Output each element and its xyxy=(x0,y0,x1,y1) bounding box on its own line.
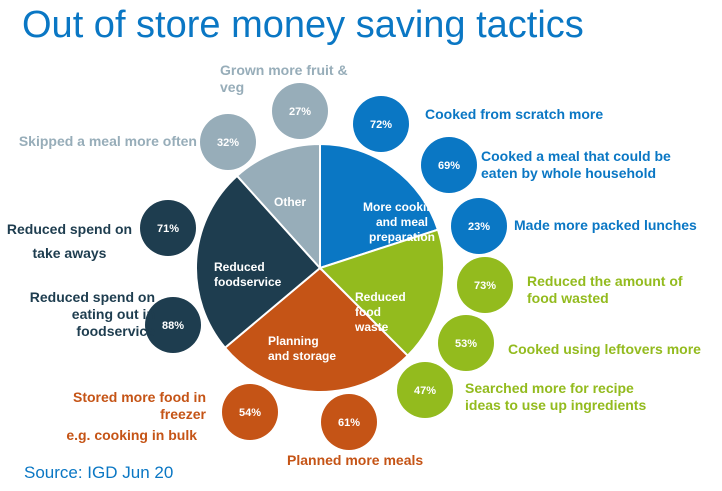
tactic-label: Cooked a meal that could be eaten by who… xyxy=(481,148,671,181)
tactic-bubble xyxy=(457,257,513,313)
tactic-sublabel: e.g. cooking in bulk xyxy=(66,427,197,443)
slice-label: Other xyxy=(274,195,307,209)
pie-slice xyxy=(223,266,410,393)
tactic-value: 61% xyxy=(338,417,360,429)
tactic-value: 71% xyxy=(157,223,179,235)
tactic-value: 69% xyxy=(438,160,460,172)
tactic-bubble xyxy=(321,394,377,450)
tactic-label: Skipped a meal more often xyxy=(18,133,197,149)
pie-slice xyxy=(195,174,322,350)
tactic-label: Cooked from scratch more xyxy=(425,106,604,122)
pie-layer xyxy=(195,142,445,393)
tactic-bubble xyxy=(200,114,256,170)
tactic-bubble xyxy=(222,384,278,440)
pie-slice xyxy=(235,142,321,271)
bubble-layer: 72% 69% 23% 73% 53% 47% 61% 54% 88% 71% 32% 27% xyxy=(140,83,513,450)
tactic-bubble xyxy=(438,315,494,371)
tactic-value: 54% xyxy=(239,407,261,419)
slice-label: Reduced foodservice xyxy=(214,260,282,289)
tactic-bubble xyxy=(353,96,409,152)
tactic-label: Stored more food in freezer xyxy=(73,389,206,422)
tactic-value: 32% xyxy=(217,137,239,149)
tactic-label: Planned more meals xyxy=(287,452,424,468)
chart-title: Out of store money saving tactics xyxy=(22,4,584,46)
tactic-bubble xyxy=(140,200,196,256)
tactic-label: Cooked using leftovers more xyxy=(508,341,701,357)
tactic-value: 72% xyxy=(370,119,392,131)
tactic-bubble xyxy=(145,297,201,353)
slice-label: Reduced food waste xyxy=(355,290,406,334)
slice-label: More cooking and meal preparation xyxy=(363,200,442,244)
tactic-value: 88% xyxy=(162,320,184,332)
slice-label: Planning and storage xyxy=(268,334,337,363)
tactic-label: Grown more fruit & veg xyxy=(220,62,348,95)
tactic-label: Reduced spend on take aways xyxy=(6,221,133,261)
source-note: Source: IGD Jun 20 xyxy=(24,463,174,482)
pie-slice xyxy=(319,142,440,270)
tactic-label: Reduced the amount of food wasted xyxy=(527,273,683,306)
pie-slice xyxy=(318,228,445,358)
tactic-value: 27% xyxy=(289,106,311,118)
tactic-value: 53% xyxy=(455,338,477,350)
tactic-bubble xyxy=(397,362,453,418)
tactic-bubble xyxy=(272,83,328,139)
tactic-bubble xyxy=(421,137,477,193)
tactic-label: Reduced spend on eating out in foodservi… xyxy=(29,289,155,339)
tactic-bubble xyxy=(451,198,507,254)
tactic-label: Searched more for recipe ideas to use up… xyxy=(465,380,647,413)
tactic-value: 23% xyxy=(468,221,490,233)
tactic-label: Made more packed lunches xyxy=(514,217,697,233)
tactic-value: 47% xyxy=(414,385,436,397)
tactic-value: 73% xyxy=(474,280,496,292)
